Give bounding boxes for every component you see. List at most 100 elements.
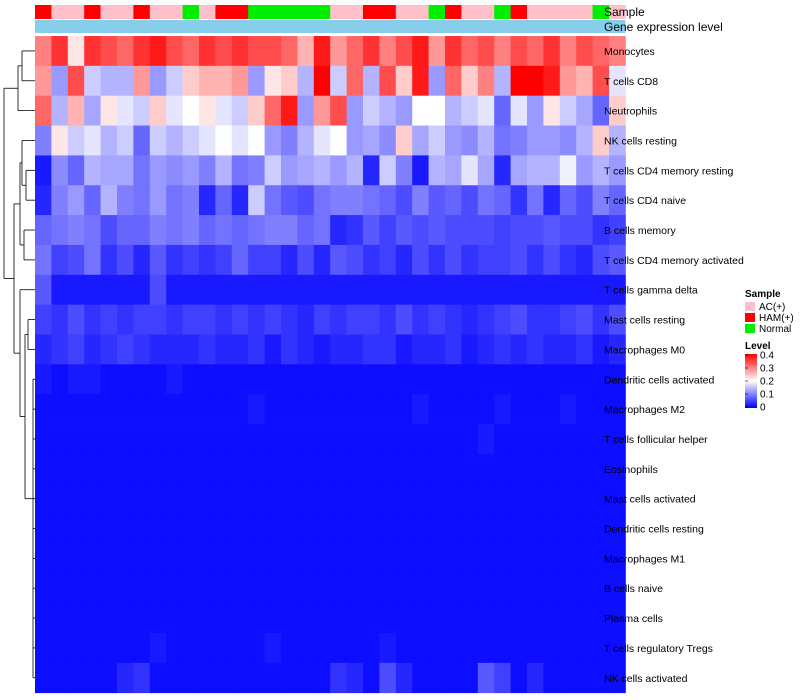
gene-annotation-label: Gene expression level [604, 20, 723, 34]
heatmap-cell [379, 215, 397, 246]
legend-sample-items: AC(+)HAM(+)Normal [745, 302, 794, 335]
heatmap-cell [461, 483, 479, 514]
heatmap-cell [477, 304, 495, 335]
heatmap-cell [445, 543, 462, 574]
heatmap-cell [609, 513, 626, 544]
sample-annotation-cell [445, 5, 462, 19]
heatmap-cell [67, 364, 85, 395]
legend-tick-label: 0.3 [760, 364, 774, 375]
heatmap-cell [67, 662, 85, 694]
sample-annotation-cell [494, 5, 511, 19]
heatmap-cell [543, 185, 561, 216]
heatmap-cell [313, 95, 331, 126]
sample-annotation-cell [67, 5, 85, 19]
heatmap-cell [395, 453, 413, 485]
heatmap-cell [313, 304, 331, 335]
heatmap-cell [166, 244, 183, 276]
heatmap-cell [133, 424, 151, 455]
heatmap-cell [166, 274, 183, 306]
heatmap-cell [67, 244, 85, 276]
heatmap-cell [576, 155, 593, 186]
heatmap-cell [346, 95, 364, 126]
legend-tick-label: 0.2 [760, 377, 774, 388]
gene-expression-annotation-bar [35, 20, 626, 33]
heatmap-cell [559, 244, 577, 276]
heatmap-cell [609, 633, 626, 664]
heatmap-cell [35, 513, 52, 544]
heatmap-cell [379, 364, 397, 395]
heatmap-cell [182, 662, 200, 694]
heatmap-cell [149, 155, 167, 186]
heatmap-cell [166, 662, 183, 694]
heatmap-cell [215, 364, 233, 395]
heatmap-cell [199, 633, 216, 664]
heatmap-cell [166, 453, 183, 485]
heatmap-cell [428, 453, 446, 485]
sample-annotation-cell [117, 5, 134, 19]
heatmap-cell [84, 603, 101, 634]
row-label: Macrophages M2 [604, 404, 685, 416]
heatmap-cell [149, 573, 167, 604]
heatmap-cell [199, 394, 216, 425]
heatmap-cell [264, 185, 282, 216]
sample-annotation-cell [51, 5, 69, 19]
heatmap-cell [182, 304, 200, 335]
heatmap-cell [231, 334, 249, 365]
row-label: Neutrophils [604, 106, 657, 118]
row-label: Macrophages M0 [604, 344, 685, 356]
heatmap-cell [609, 36, 626, 67]
heatmap-cell [543, 244, 561, 276]
heatmap-cell [297, 453, 315, 485]
heatmap-cell [182, 36, 200, 67]
heatmap-cell [100, 633, 118, 664]
heatmap-cell [297, 483, 315, 514]
heatmap-cell [609, 155, 626, 186]
heatmap-cell [559, 662, 577, 694]
heatmap-cell [412, 453, 429, 485]
heatmap-cell [559, 603, 577, 634]
heatmap-cell [510, 274, 528, 306]
heatmap-cell [363, 603, 380, 634]
heatmap-cell [379, 185, 397, 216]
heatmap-cell [428, 95, 446, 126]
heatmap-cell [445, 453, 462, 485]
heatmap-cell [182, 364, 200, 395]
heatmap-cell [133, 125, 151, 156]
heatmap-cell [445, 185, 462, 216]
heatmap-cell [412, 65, 429, 97]
heatmap-cell [510, 185, 528, 216]
heatmap-cell [35, 424, 52, 455]
heatmap-cell [543, 304, 561, 335]
heatmap-cell [330, 215, 347, 246]
heatmap-cell [609, 543, 626, 574]
heatmap-cell [231, 304, 249, 335]
heatmap-cell [510, 65, 528, 97]
heatmap-cell [248, 453, 265, 485]
legend-sample-label: Normal [759, 324, 791, 335]
heatmap-cell [215, 573, 233, 604]
heatmap-cell [609, 394, 626, 425]
heatmap-cell [297, 95, 315, 126]
heatmap-cell [166, 483, 183, 514]
heatmap-cell [510, 603, 528, 634]
heatmap-cell [264, 304, 282, 335]
sample-annotation-cell [412, 5, 429, 19]
heatmap-cell [35, 215, 52, 246]
heatmap-cell [100, 304, 118, 335]
heatmap-cell [133, 662, 151, 694]
heatmap-cell [395, 185, 413, 216]
heatmap-cell [215, 304, 233, 335]
heatmap-cell [527, 65, 544, 97]
heatmap-cell [166, 334, 183, 365]
heatmap-cell [510, 543, 528, 574]
heatmap-cell [231, 573, 249, 604]
heatmap-cell [330, 274, 347, 306]
heatmap-cell [133, 215, 151, 246]
row-label: Plasma cells [604, 613, 663, 625]
heatmap-cell [166, 215, 183, 246]
heatmap-cell [395, 95, 413, 126]
heatmap-cell [313, 364, 331, 395]
heatmap-cell [215, 95, 233, 126]
heatmap-cell [84, 394, 101, 425]
heatmap-cell [117, 543, 134, 574]
